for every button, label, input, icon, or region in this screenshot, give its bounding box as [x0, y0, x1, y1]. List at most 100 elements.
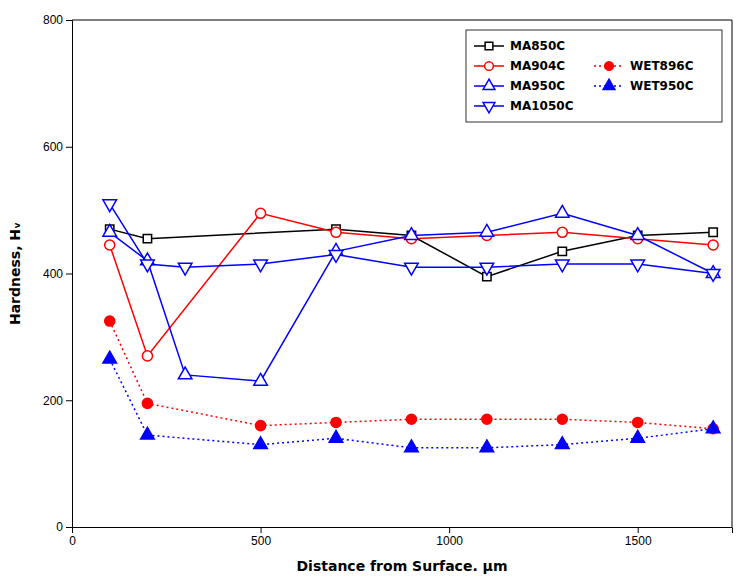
- point: [254, 260, 268, 272]
- point: [480, 263, 494, 275]
- point: [256, 421, 266, 431]
- point: [256, 208, 266, 218]
- tick: 400: [43, 267, 72, 281]
- point: [142, 398, 152, 408]
- tick-mark: [66, 527, 72, 528]
- point: [555, 437, 569, 449]
- tick-label: 600: [43, 140, 63, 154]
- tick-label: 200: [43, 394, 63, 408]
- tick-label: 400: [43, 267, 63, 281]
- legend-label: MA850C: [510, 39, 565, 53]
- series: [103, 351, 720, 451]
- tick-label: 800: [43, 13, 63, 27]
- tick-label: 1500: [625, 534, 652, 548]
- point: [555, 260, 569, 272]
- point: [631, 430, 645, 442]
- point: [558, 247, 566, 255]
- tick-mark: [261, 527, 262, 533]
- y-axis: 0 200 400 600 800: [43, 13, 73, 534]
- tick: 200: [43, 394, 72, 408]
- point: [141, 260, 155, 272]
- tick: 1500: [625, 527, 652, 548]
- series: [105, 316, 719, 434]
- chart: 0 500 1000 1500 0 200 400 600 800 MA850C MA904C MA9…: [0, 0, 756, 585]
- point: [480, 440, 494, 452]
- point: [329, 430, 343, 442]
- point: [141, 427, 155, 439]
- tick-label: 0: [56, 520, 63, 534]
- point: [406, 414, 416, 424]
- point: [480, 224, 494, 236]
- axis-line: [66, 21, 73, 528]
- point: [405, 228, 419, 240]
- point: [143, 234, 151, 242]
- legend-label: WET896C: [630, 59, 694, 73]
- legend-item: WET896C: [594, 59, 694, 73]
- legend-label: MA904C: [510, 59, 565, 73]
- point: [708, 240, 718, 250]
- tick-mark: [66, 20, 72, 21]
- point: [178, 263, 192, 275]
- line: [110, 321, 713, 429]
- legend-symbol: [603, 79, 615, 89]
- tick: 500: [251, 527, 271, 548]
- frame: [732, 20, 733, 527]
- tick: 1000: [436, 527, 463, 548]
- point: [105, 240, 115, 250]
- tick-label: 1000: [436, 534, 463, 548]
- point: [631, 228, 645, 240]
- point: [706, 421, 720, 433]
- tick-mark: [449, 527, 450, 533]
- point: [331, 417, 341, 427]
- point: [482, 414, 492, 424]
- point: [105, 316, 115, 326]
- point: [555, 205, 569, 217]
- legend-symbol: [483, 103, 495, 113]
- legend-item: WET950C: [594, 79, 694, 93]
- legend-symbol: [485, 62, 494, 71]
- tick-mark: [638, 527, 639, 533]
- legend-item: MA904C: [474, 59, 565, 73]
- legend-symbol: [483, 79, 495, 89]
- point: [142, 351, 152, 361]
- series: [103, 200, 720, 281]
- legend-label: WET950C: [630, 79, 694, 93]
- tick-mark: [66, 400, 72, 401]
- legend-label: MA950C: [510, 79, 565, 93]
- tick: 0: [69, 527, 76, 548]
- point: [633, 417, 643, 427]
- tick-mark: [66, 147, 72, 148]
- point: [254, 373, 268, 385]
- legend-symbol: [605, 62, 614, 71]
- x-axis-title: Distance from Surface. μm: [297, 558, 508, 574]
- tick: 600: [43, 140, 72, 154]
- series: [103, 205, 720, 385]
- point: [331, 227, 341, 237]
- point: [329, 251, 343, 263]
- legend: MA850C MA904C MA950C MA1050C WET896C WET950C: [466, 30, 722, 122]
- tick-mark: [66, 274, 72, 275]
- point: [631, 260, 645, 272]
- legend-symbol: [485, 42, 493, 50]
- plot: 0 500 1000 1500 0 200 400 600 800 MA850C MA904C MA9…: [43, 13, 733, 547]
- tick: 0: [56, 520, 72, 534]
- legend-frame: [466, 30, 722, 122]
- tick-label: 0: [69, 534, 76, 548]
- point: [405, 440, 419, 452]
- y-axis-title: Hardness, Hᵥ: [7, 222, 23, 325]
- point: [178, 367, 192, 379]
- legend-item: MA950C: [474, 79, 565, 93]
- point: [706, 270, 720, 282]
- series: [106, 225, 718, 281]
- axis-line: [73, 528, 733, 534]
- point: [254, 437, 268, 449]
- marks: [103, 200, 720, 452]
- series: [105, 208, 719, 361]
- point: [103, 224, 117, 236]
- point: [103, 200, 117, 212]
- legend-item: MA850C: [474, 39, 565, 53]
- point: [557, 414, 567, 424]
- legend-label: MA1050C: [510, 99, 574, 113]
- point: [709, 228, 717, 236]
- legend-item: MA1050C: [474, 99, 574, 113]
